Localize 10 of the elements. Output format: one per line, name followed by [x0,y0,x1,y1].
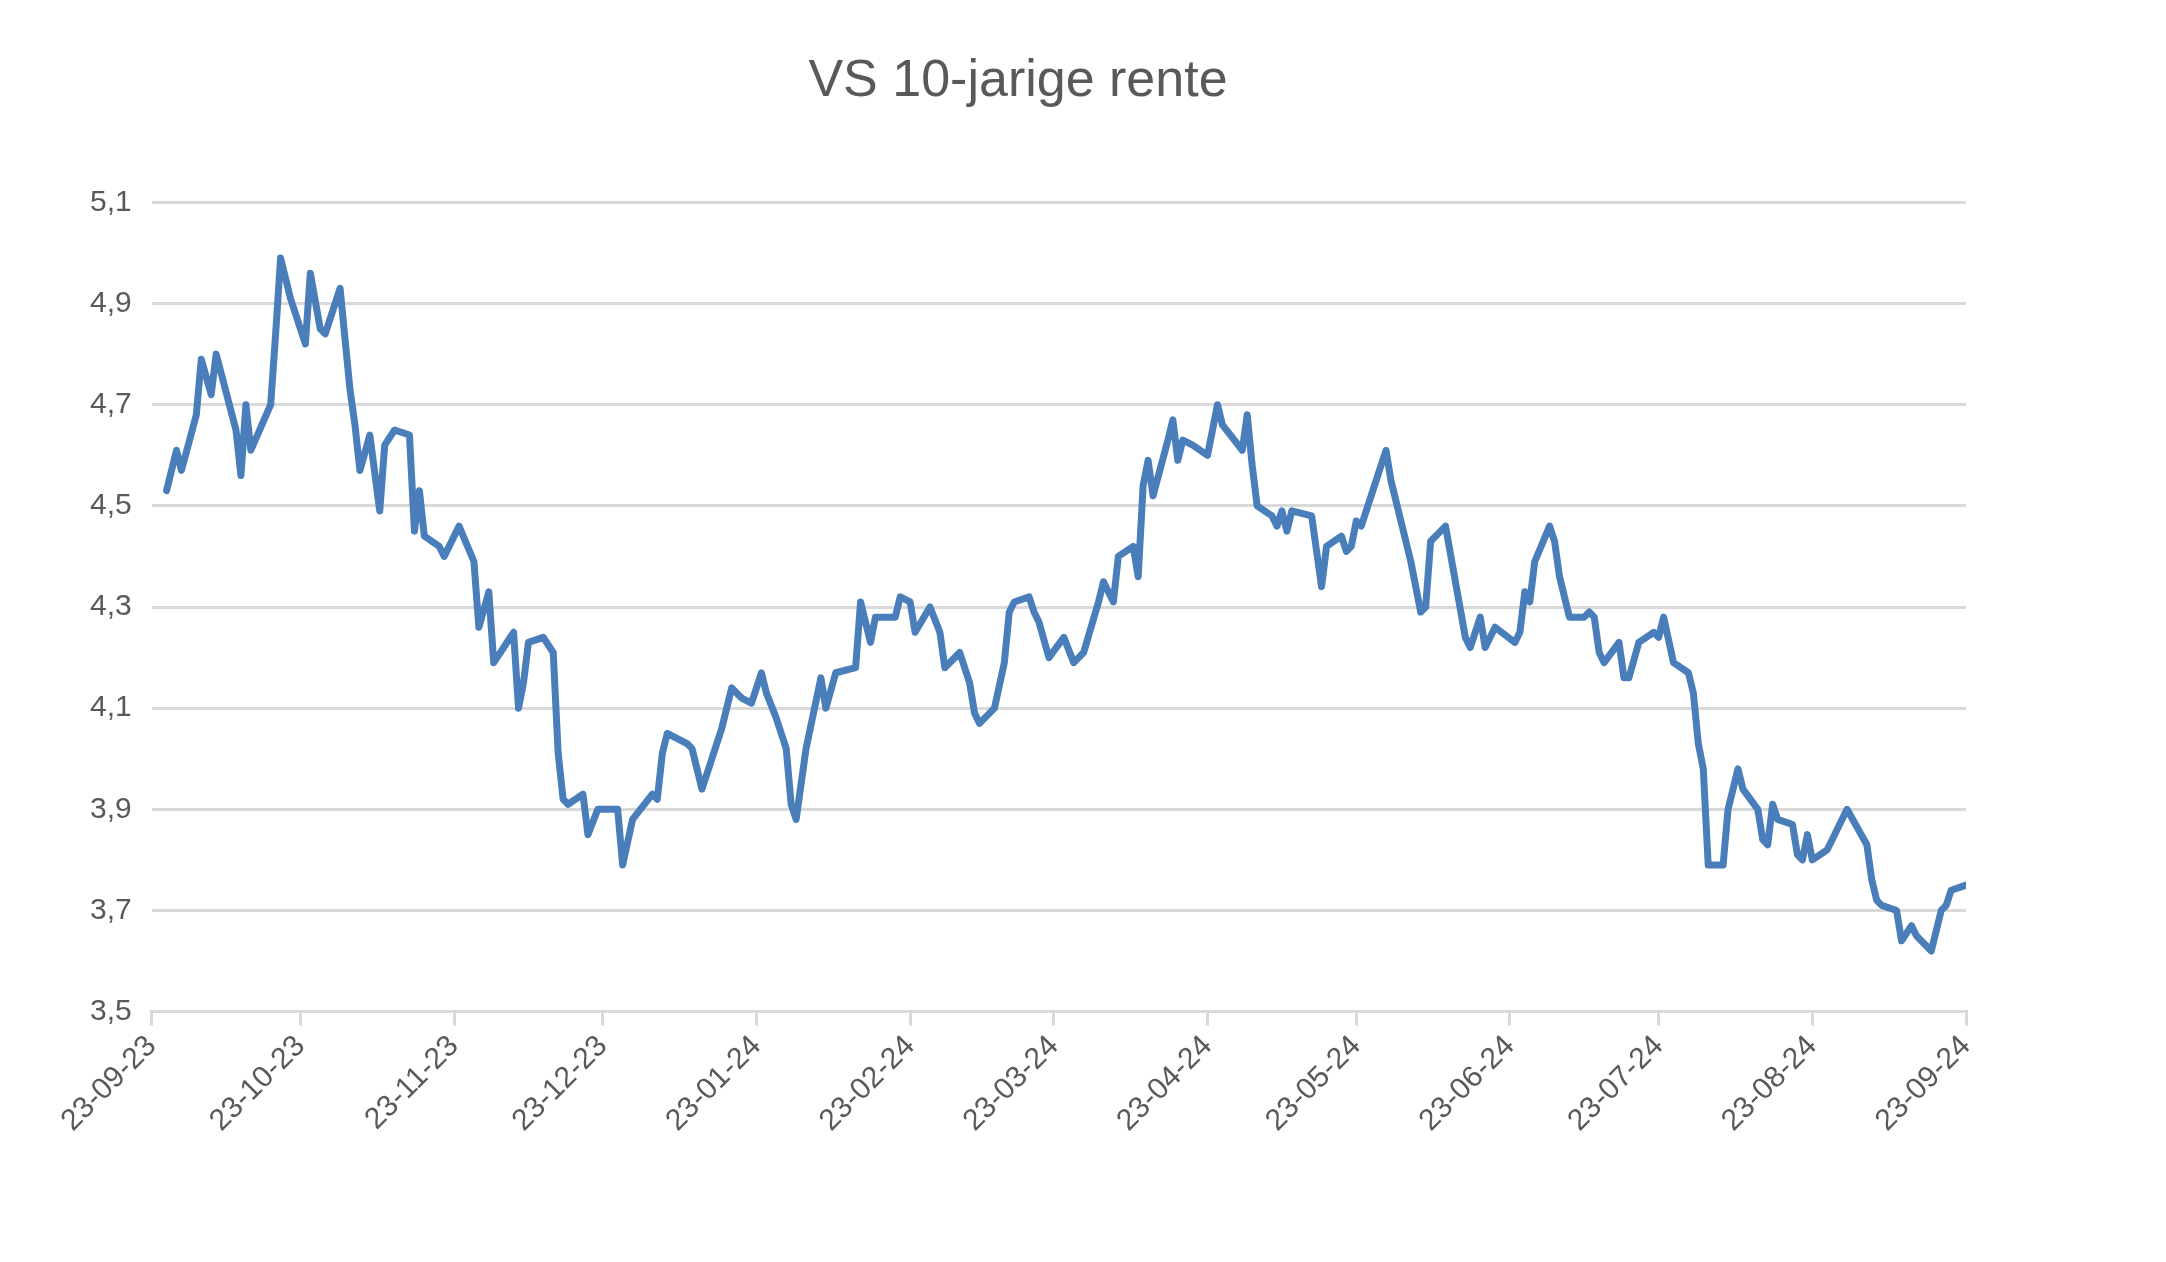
y-tick-label: 4,9 [89,284,132,318]
chart-title: VS 10-jarige rente [808,48,1228,107]
y-tick-label: 3,7 [89,891,132,925]
y-tick-label: 5,1 [89,183,132,217]
y-tick-label: 4,1 [89,689,132,723]
y-tick-label: 3,9 [89,790,132,824]
y-tick-label: 3,5 [89,992,132,1026]
y-tick-label: 4,5 [89,487,132,521]
y-tick-label: 4,3 [89,588,132,622]
y-tick-label: 4,7 [89,385,132,419]
